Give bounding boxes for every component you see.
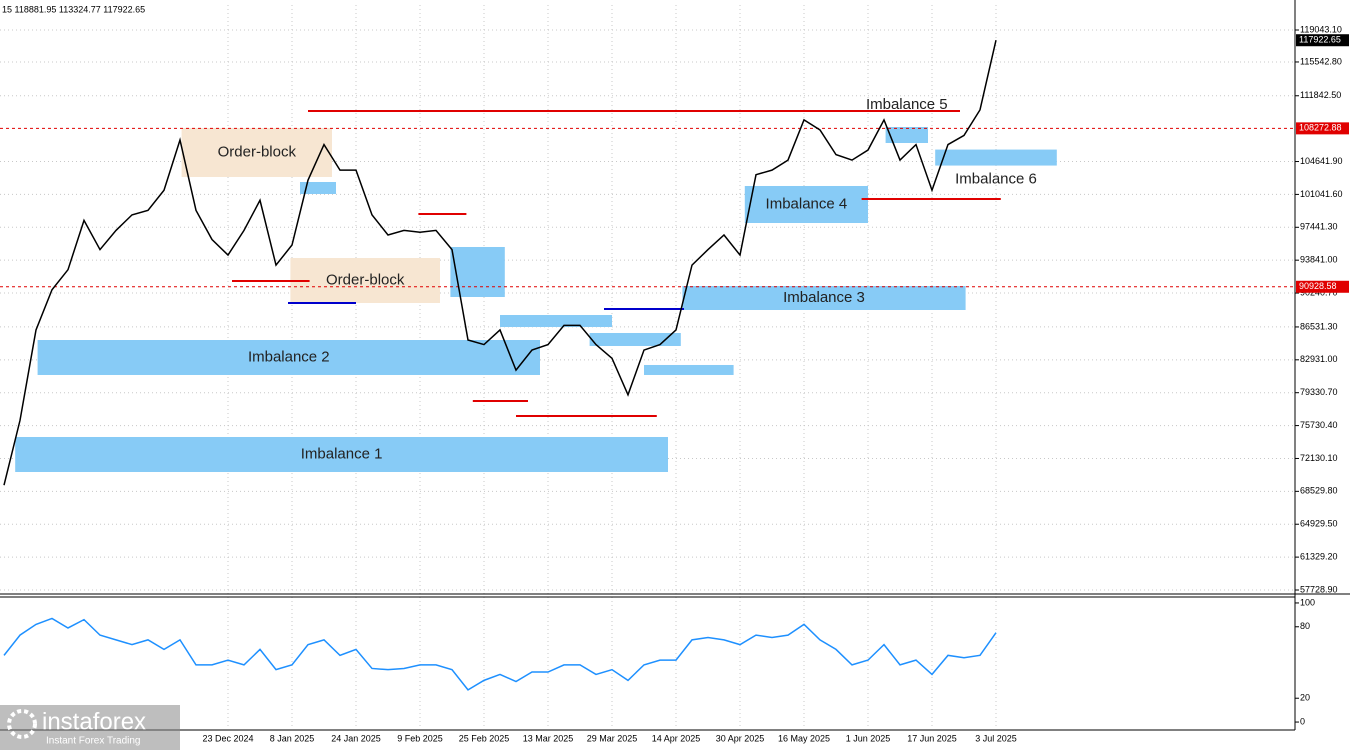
x-tick-label: 24 Jan 2025 xyxy=(331,733,381,743)
x-tick-label: 23 Dec 2024 xyxy=(202,733,253,743)
x-tick-label: 25 Feb 2025 xyxy=(459,733,510,743)
zone-label: Imbalance 2 xyxy=(248,348,330,365)
price-line xyxy=(3,40,997,486)
zone xyxy=(935,149,1057,166)
zone xyxy=(744,185,868,224)
x-tick-label: 3 Jul 2025 xyxy=(975,733,1017,743)
zone-label: Imbalance 3 xyxy=(783,289,865,306)
watermark-bg xyxy=(0,705,180,750)
y-tick-label: 61329.20 xyxy=(1300,551,1338,561)
y-tick-label: 80 xyxy=(1300,621,1310,631)
watermark-brand: instaforex xyxy=(42,708,146,735)
last-price-tag xyxy=(1296,34,1349,47)
y-tick-label: 72130.10 xyxy=(1300,453,1338,463)
header-text: 15 118881.95 113324.77 117922.65 xyxy=(2,4,145,14)
zone xyxy=(300,182,336,194)
watermark-icon xyxy=(7,709,37,739)
y-tick-label: 86531.30 xyxy=(1300,321,1338,331)
zone-label: Order-block xyxy=(218,143,297,160)
y-tick-label: 115542.80 xyxy=(1300,56,1342,66)
y-tick-label: 104641.90 xyxy=(1300,156,1343,166)
y-tick-label: 101041.60 xyxy=(1300,189,1343,199)
level-tag xyxy=(1296,280,1349,293)
price-line xyxy=(3,617,997,691)
level-tag xyxy=(1296,122,1349,135)
y-tick-label: 75730.40 xyxy=(1300,420,1338,430)
zone xyxy=(290,257,440,304)
zone xyxy=(500,315,612,328)
zone xyxy=(181,127,332,177)
x-tick-label: 1 Jun 2025 xyxy=(846,733,891,743)
x-tick-label: 16 May 2025 xyxy=(778,733,830,743)
y-tick-label: 79330.70 xyxy=(1300,387,1338,397)
y-tick-label: 93841.00 xyxy=(1300,255,1338,265)
x-tick-label: 13 Mar 2025 xyxy=(523,733,574,743)
y-tick-label: 68529.80 xyxy=(1300,486,1338,496)
y-tick-label: 82931.00 xyxy=(1300,354,1338,364)
y-tick-label: 0 xyxy=(1300,716,1305,726)
y-tick-label: 20 xyxy=(1300,693,1310,703)
zone xyxy=(589,332,681,346)
y-tick-label: 64929.50 xyxy=(1300,519,1338,529)
level-label: 90928.58 xyxy=(1299,281,1337,291)
zone-label: Imbalance 1 xyxy=(301,445,383,462)
watermark-tagline: Instant Forex Trading xyxy=(46,736,141,747)
x-tick-label: 30 Apr 2025 xyxy=(716,733,765,743)
x-tick-label: 14 Apr 2025 xyxy=(652,733,701,743)
x-tick-label: 9 Feb 2025 xyxy=(397,733,443,743)
y-tick-label: 57728.90 xyxy=(1300,584,1338,594)
x-tick-label: 29 Mar 2025 xyxy=(587,733,638,743)
zone xyxy=(885,126,928,143)
zone xyxy=(37,339,540,375)
y-tick-label: 100 xyxy=(1300,597,1315,607)
zone-label: Imbalance 6 xyxy=(955,171,1037,188)
zone xyxy=(682,286,966,310)
zone xyxy=(644,364,734,375)
zone-label: Imbalance 4 xyxy=(766,195,848,212)
last-price-label: 117922.65 xyxy=(1299,35,1341,45)
x-tick-label: 17 Jun 2025 xyxy=(907,733,957,743)
zone-label: Imbalance 5 xyxy=(866,96,948,113)
y-tick-label: 119043.10 xyxy=(1300,24,1342,34)
y-tick-label: 97441.30 xyxy=(1300,222,1338,232)
level-label: 108272.88 xyxy=(1299,123,1342,133)
y-tick-label: 111842.50 xyxy=(1300,90,1341,100)
zone-label: Order-block xyxy=(326,271,405,288)
x-tick-label: 8 Jan 2025 xyxy=(270,733,315,743)
zone xyxy=(15,436,668,473)
